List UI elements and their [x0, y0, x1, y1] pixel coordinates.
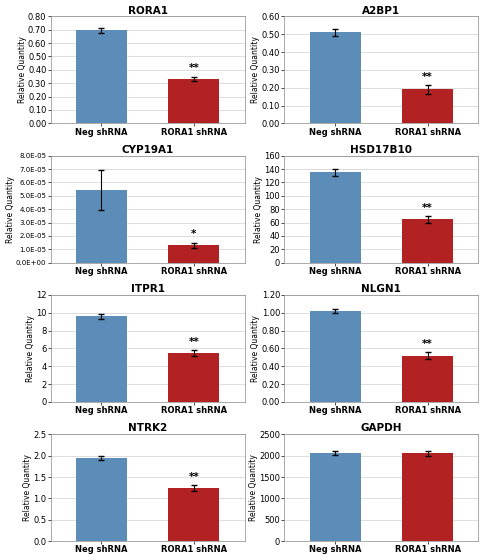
Title: CYP19A1: CYP19A1 [121, 145, 174, 155]
Title: RORA1: RORA1 [128, 6, 167, 16]
Y-axis label: Relative Quantity: Relative Quantity [254, 176, 263, 242]
Y-axis label: Relative Quantity: Relative Quantity [17, 36, 27, 103]
Bar [76, 190, 127, 263]
Title: NLGN1: NLGN1 [362, 284, 401, 294]
Y-axis label: Relative Quantity: Relative Quantity [23, 454, 32, 521]
Bar [402, 90, 453, 123]
Title: NTRK2: NTRK2 [128, 423, 167, 433]
Title: HSD17B10: HSD17B10 [350, 145, 412, 155]
Bar [76, 30, 127, 123]
Bar [402, 453, 453, 542]
Bar [310, 311, 361, 402]
Text: *: * [191, 230, 197, 239]
Bar [310, 32, 361, 123]
Text: **: ** [188, 337, 199, 347]
Y-axis label: Relative Quantity: Relative Quantity [251, 36, 260, 103]
Y-axis label: Relative Quantity: Relative Quantity [26, 315, 34, 382]
Bar [168, 245, 219, 263]
Y-axis label: Relative Quantity: Relative Quantity [251, 315, 260, 382]
Bar [402, 219, 453, 263]
Text: **: ** [422, 203, 433, 213]
Y-axis label: Relative Quantity: Relative Quantity [249, 454, 258, 521]
Text: **: ** [422, 339, 433, 349]
Bar [76, 316, 127, 402]
Y-axis label: Relative Quantity: Relative Quantity [5, 176, 15, 242]
Title: ITPR1: ITPR1 [131, 284, 165, 294]
Title: A2BP1: A2BP1 [363, 6, 400, 16]
Bar [168, 353, 219, 402]
Bar [402, 356, 453, 402]
Text: **: ** [422, 72, 433, 82]
Bar [168, 78, 219, 123]
Bar [310, 453, 361, 542]
Bar [76, 458, 127, 542]
Title: GAPDH: GAPDH [361, 423, 402, 433]
Text: **: ** [188, 472, 199, 482]
Bar [310, 172, 361, 263]
Bar [168, 488, 219, 542]
Text: **: ** [188, 63, 199, 73]
